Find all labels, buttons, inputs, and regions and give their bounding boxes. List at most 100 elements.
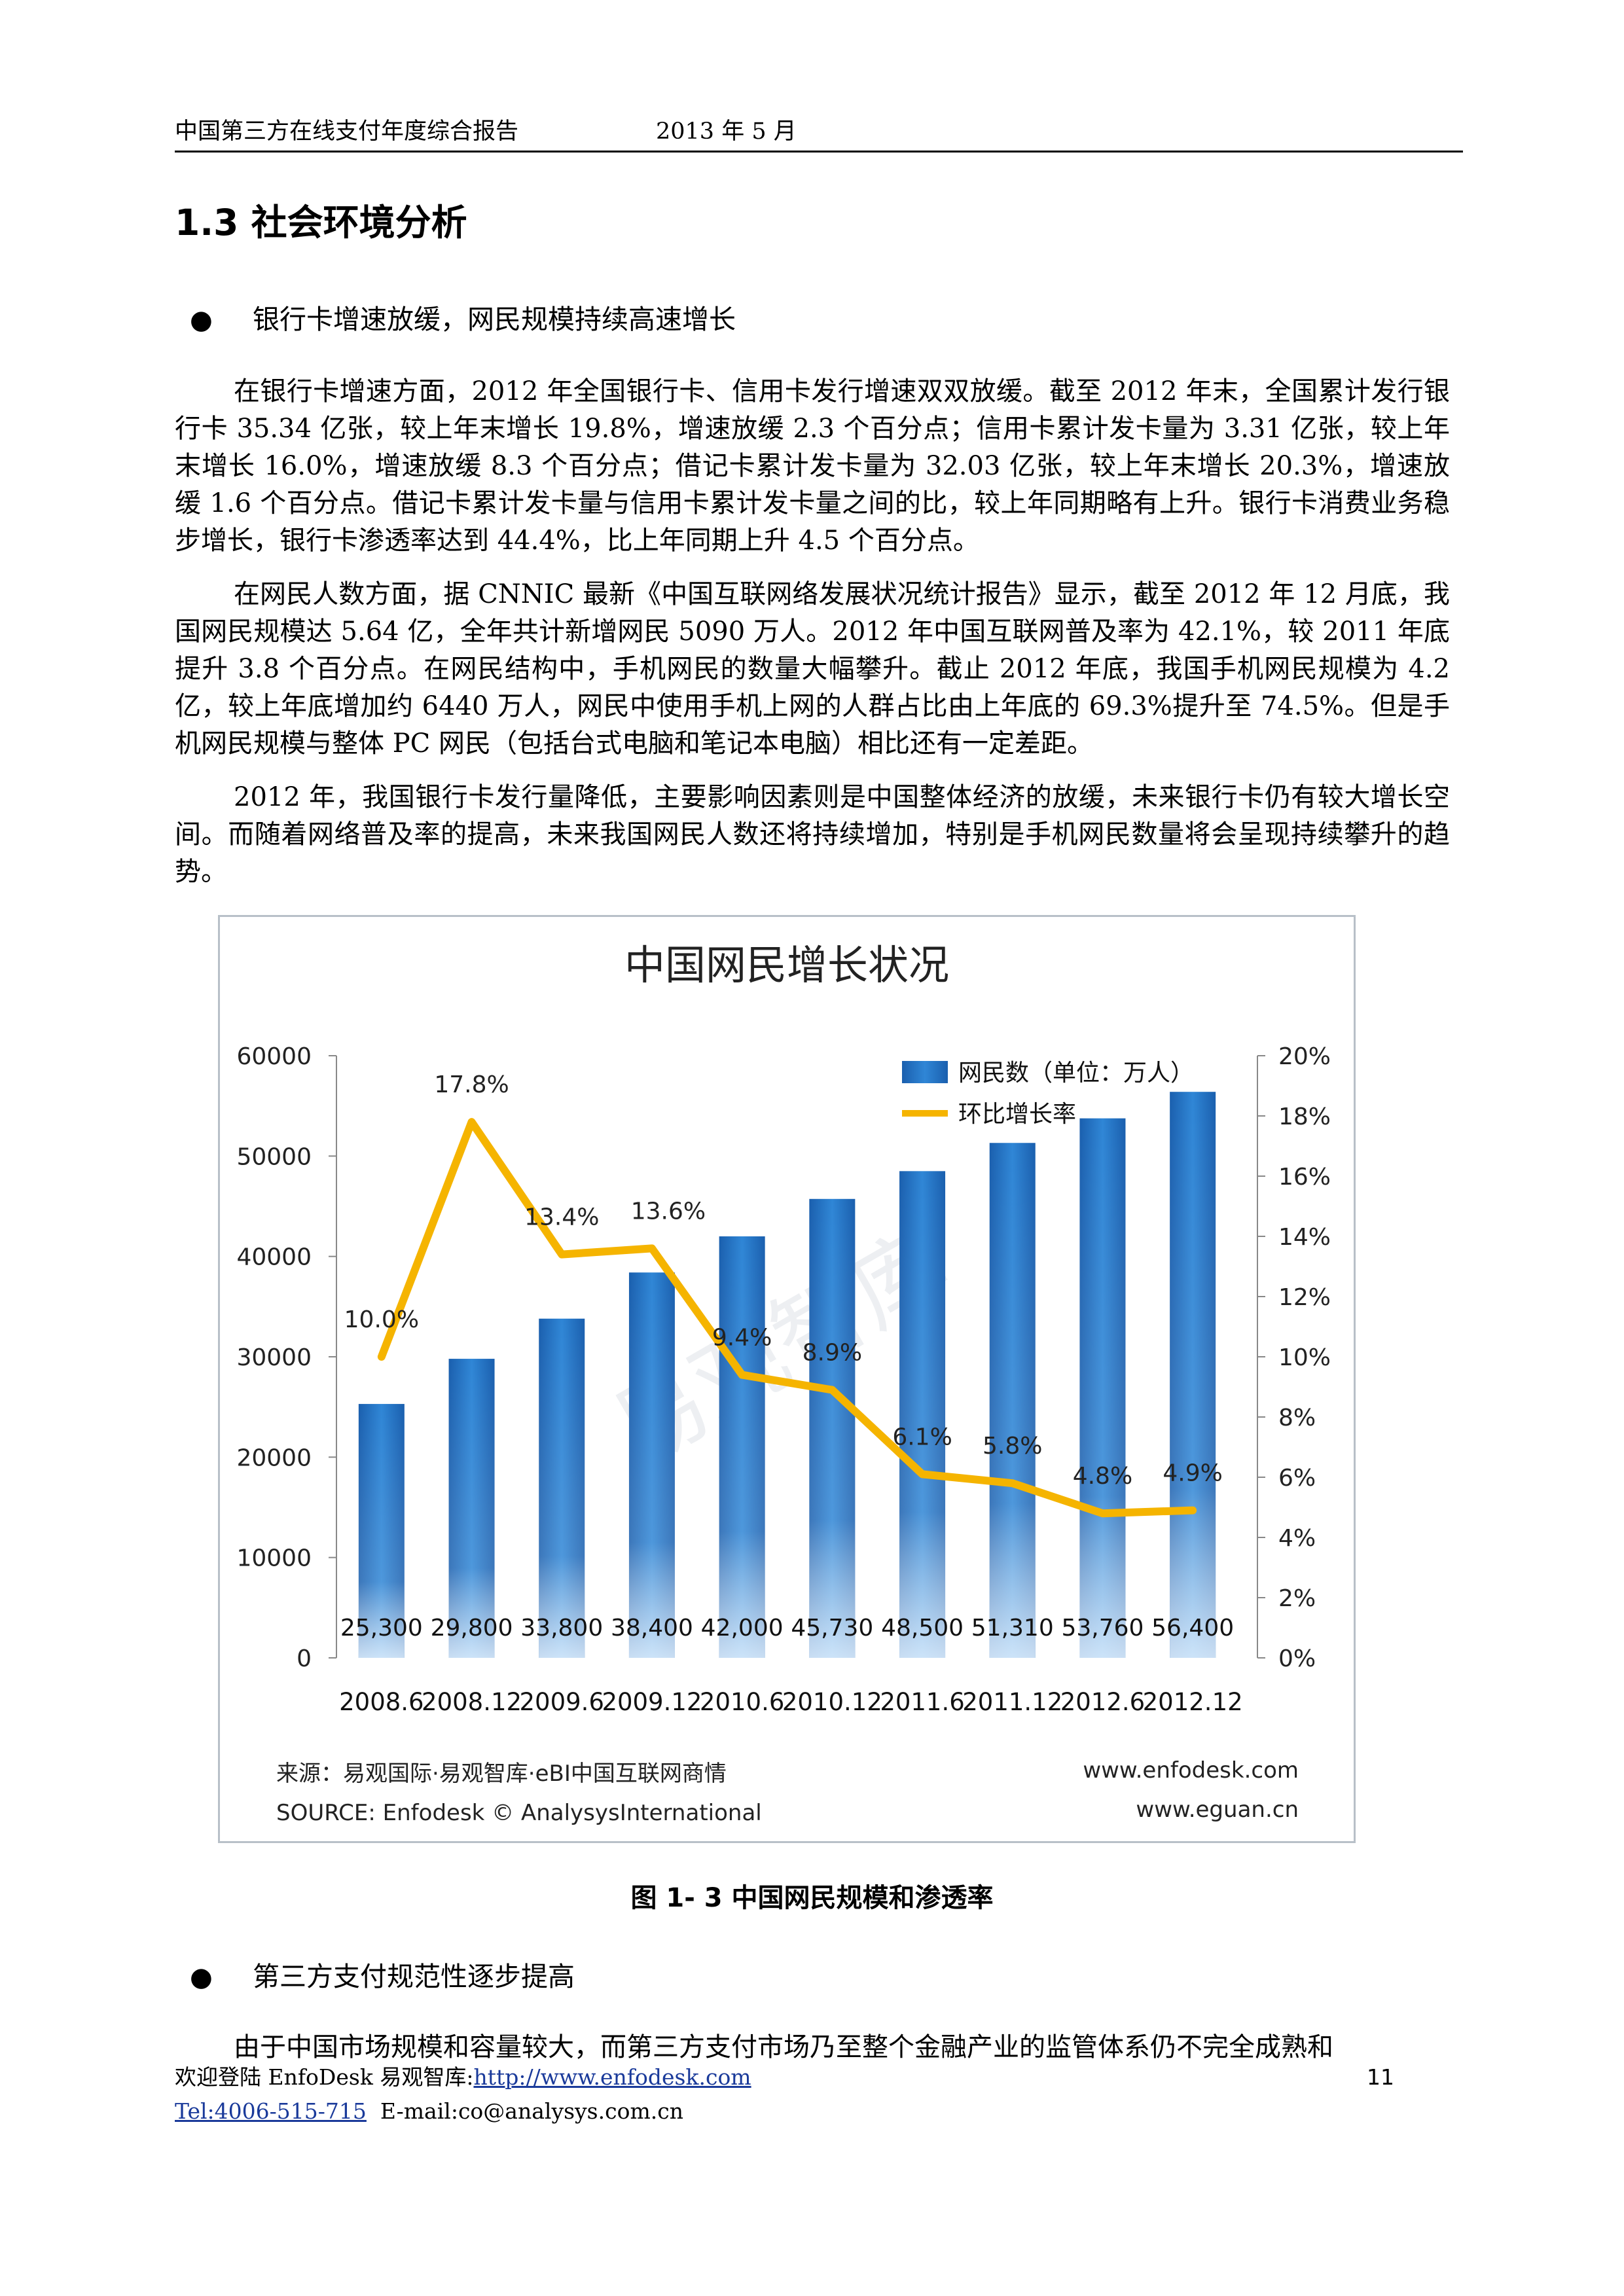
- right-tick-label: 2%: [1278, 1585, 1316, 1612]
- x-tick-label: 2010.12: [782, 1688, 882, 1716]
- x-axis: 2008.62008.122009.62009.122010.62010.122…: [339, 1688, 1243, 1716]
- line-value-label: 4.9%: [1163, 1460, 1222, 1487]
- line-value-label: 13.4%: [524, 1204, 599, 1231]
- x-tick-label: 2011.12: [962, 1688, 1062, 1716]
- paragraph: 2012 年，我国银行卡发行量降低，主要影响因素则是中国整体经济的放缓，未来银行…: [175, 782, 1450, 887]
- right-tick-label: 8%: [1278, 1405, 1316, 1431]
- right-tick-label: 6%: [1278, 1465, 1316, 1492]
- x-tick-label: 2009.12: [602, 1688, 702, 1716]
- line-value-label: 17.8%: [434, 1071, 509, 1098]
- bar-value-label: 45,730: [791, 1615, 873, 1641]
- left-tick-label: 10000: [236, 1545, 312, 1572]
- bar-value-label: 29,800: [431, 1615, 513, 1641]
- chart-figure: 易观智库 中国网民增长状况 0 10000 20000 30000 40000 50000…: [218, 915, 1356, 1843]
- report-title: 中国第三方在线支付年度综合报告: [175, 118, 519, 145]
- line-point: [829, 1387, 835, 1393]
- right-tick-label: 16%: [1278, 1164, 1331, 1191]
- line-value-label: 5.8%: [983, 1433, 1042, 1460]
- line-point: [1100, 1511, 1106, 1516]
- bar-highlight: [719, 1236, 765, 1658]
- bar-highlight: [628, 1272, 675, 1658]
- line-value-label: 8.9%: [803, 1340, 862, 1367]
- bar-highlight: [1170, 1092, 1216, 1658]
- line-point: [378, 1354, 384, 1359]
- figure-caption: 图 1- 3 中国网民规模和渗透率: [630, 1883, 994, 1913]
- right-axis: 0% 2% 4% 6% 8% 10% 12% 14% 16% 18% 20%: [1257, 1043, 1331, 1672]
- right-tick-label: 10%: [1278, 1344, 1331, 1371]
- bar-value-label: 51,310: [971, 1615, 1054, 1641]
- right-tick-label: 20%: [1278, 1043, 1331, 1070]
- left-axis: 0 10000 20000 30000 40000 50000 60000: [236, 1043, 337, 1672]
- line-value-label: 6.1%: [892, 1424, 952, 1450]
- tel-link[interactable]: Tel:4006-515-715: [175, 2098, 367, 2124]
- bar-highlight: [989, 1143, 1036, 1658]
- page-number: 11: [1367, 2064, 1394, 2090]
- bar-value-label: 53,760: [1061, 1615, 1144, 1641]
- x-tick-label: 2012.12: [1143, 1688, 1243, 1716]
- chart-source: 来源：易观国际·易观智库·eBI中国互联网商情 SOURCE: Enfodesk …: [276, 1757, 1299, 1826]
- line-point: [1190, 1507, 1196, 1513]
- left-tick-label: 60000: [236, 1043, 312, 1070]
- paragraph: 由于中国市场规模和容量较大，而第三方支付市场乃至整个金融产业的监管体系仍不完全成…: [234, 2032, 1333, 2062]
- website-link[interactable]: http://www.enfodesk.com: [473, 2064, 751, 2090]
- line-value-label: 10.0%: [344, 1306, 419, 1333]
- line-point: [469, 1119, 475, 1125]
- x-tick-label: 2011.6: [880, 1688, 964, 1716]
- bar-value-label: 42,000: [701, 1615, 784, 1641]
- bullet-text: 第三方支付规范性逐步提高: [253, 1961, 575, 1992]
- bar-highlight: [1079, 1118, 1126, 1658]
- bar-highlight: [448, 1359, 495, 1658]
- line-value-label: 4.8%: [1073, 1463, 1132, 1490]
- section-title: 1.3 社会环境分析: [175, 202, 467, 243]
- line-point: [1009, 1480, 1015, 1486]
- paragraph: 在银行卡增速方面，2012 年全国银行卡、信用卡发行增速双双放缓。截至 2012…: [175, 376, 1450, 556]
- bullet-icon: ●: [190, 1962, 213, 1992]
- right-tick-label: 18%: [1278, 1103, 1331, 1130]
- legend-bar-label: 网民数（单位：万人）: [958, 1060, 1194, 1086]
- left-tick-label: 0: [297, 1645, 312, 1672]
- legend-bar-swatch: [902, 1061, 948, 1083]
- line-point: [739, 1372, 745, 1378]
- bar-highlight: [539, 1318, 585, 1658]
- x-tick-label: 2008.6: [339, 1688, 424, 1716]
- footer-email: E-mail:co@analysys.com.cn: [380, 2098, 683, 2124]
- line-value-label: 9.4%: [712, 1325, 772, 1352]
- line-point: [649, 1246, 655, 1251]
- right-tick-label: 14%: [1278, 1224, 1331, 1251]
- legend-line-label: 环比增长率: [958, 1101, 1076, 1128]
- bullet-item: ● 银行卡增速放缓，网民规模持续高速增长: [190, 300, 736, 340]
- source-site: www.eguan.cn: [1136, 1797, 1299, 1823]
- chart-title: 中国网民增长状况: [624, 941, 949, 989]
- bullet-item: ● 第三方支付规范性逐步提高: [190, 1957, 575, 1997]
- right-tick-label: 12%: [1278, 1284, 1331, 1311]
- x-tick-label: 2008.12: [422, 1688, 522, 1716]
- left-tick-label: 50000: [236, 1143, 312, 1170]
- x-tick-label: 2012.6: [1060, 1688, 1145, 1716]
- page-footer: 欢迎登陆 EnfoDesk 易观智库:http://www.enfodesk.c…: [175, 2060, 1463, 2128]
- line-series: 10.0% 17.8% 13.4% 13.6% 9.4% 8.9% 6.1% 5.8% 4.8%…: [344, 1071, 1223, 1518]
- bar-highlight: [899, 1171, 946, 1658]
- bar-value-label: 25,300: [340, 1615, 423, 1641]
- bullet-text: 银行卡增速放缓，网民规模持续高速增长: [253, 304, 736, 335]
- legend: 网民数（单位：万人） 环比增长率: [902, 1060, 1194, 1128]
- source-site: www.enfodesk.com: [1083, 1757, 1299, 1784]
- page-header: 中国第三方在线支付年度综合报告 2013 年 5 月: [175, 113, 1463, 152]
- line-point: [559, 1251, 565, 1257]
- x-tick-label: 2009.6: [520, 1688, 604, 1716]
- left-tick-label: 30000: [236, 1344, 312, 1371]
- paragraph: 在网民人数方面，据 CNNIC 最新《中国互联网络发展状况统计报告》显示，截至 …: [175, 579, 1450, 759]
- bullet-icon: ●: [190, 305, 213, 335]
- bar-value-label: 33,800: [520, 1615, 603, 1641]
- netizen-growth-chart: 易观智库 中国网民增长状况 01000020000300004000050000…: [236, 941, 1331, 1826]
- line-point: [920, 1471, 926, 1477]
- bar-value-label: 38,400: [611, 1615, 693, 1641]
- footer-welcome: 欢迎登陆 EnfoDesk 易观智库:: [175, 2064, 474, 2090]
- x-tick-label: 2010.6: [700, 1688, 784, 1716]
- bar-highlight: [809, 1198, 856, 1658]
- right-tick-label: 4%: [1278, 1525, 1316, 1552]
- growth-rate-line: [377, 1118, 1197, 1518]
- bar-series: 25,300 29,800 33,800 38,400 42,000 45,730 48,5…: [340, 1092, 1234, 1658]
- left-tick-label: 40000: [236, 1244, 312, 1271]
- bar-value-label: 56,400: [1151, 1615, 1234, 1641]
- source-line: 来源：易观国际·易观智库·eBI中国互联网商情: [276, 1761, 727, 1787]
